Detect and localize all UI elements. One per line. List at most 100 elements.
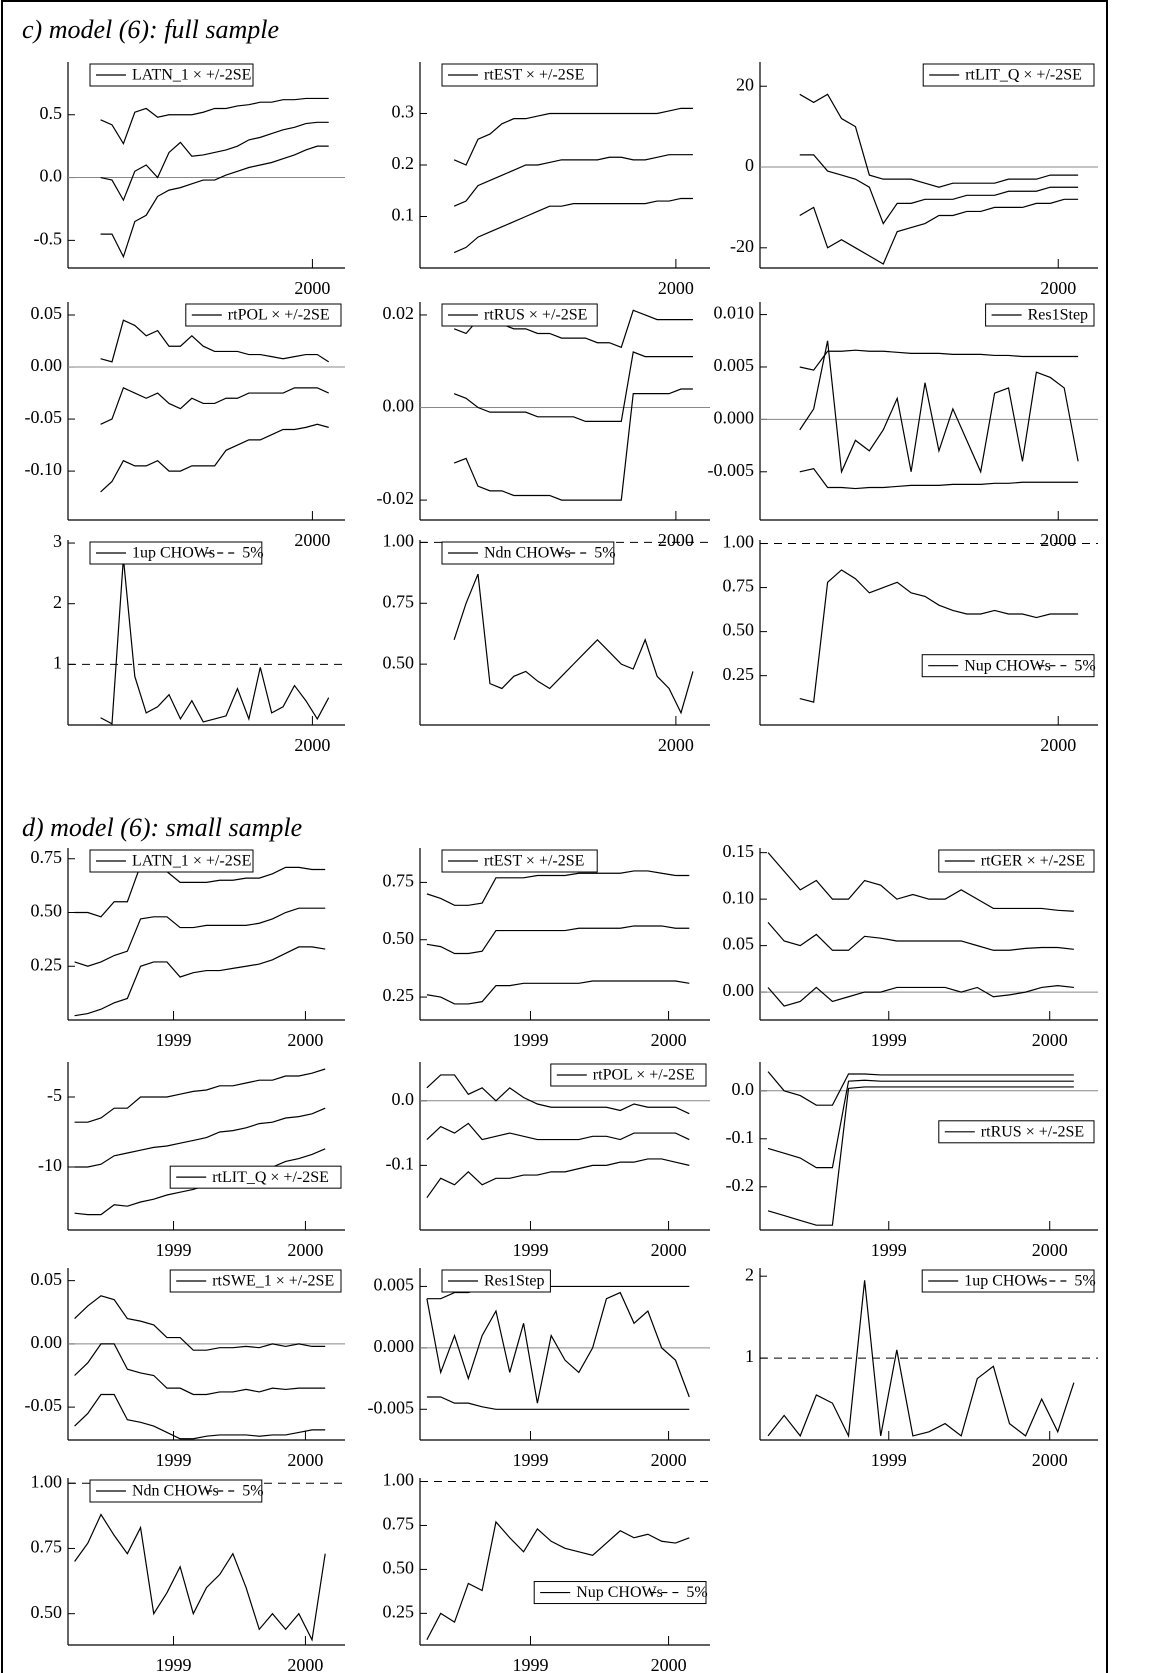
band-line xyxy=(767,1071,1074,1106)
legend-box xyxy=(441,63,598,87)
legend-box xyxy=(938,1120,1095,1144)
y-tick-label: 0.05 xyxy=(31,303,63,323)
y-tick-label: -0.1 xyxy=(386,1154,415,1174)
y-tick-label: 0.25 xyxy=(31,954,63,974)
band-line xyxy=(453,388,693,501)
x-tick-label: 2000 xyxy=(1040,278,1076,298)
legend-box xyxy=(169,1165,342,1189)
legend-label: rtRUS × +/-2SE xyxy=(981,1123,1084,1140)
legend-label: Ndn CHOWs xyxy=(132,1483,219,1500)
legend-label: rtSWE_1 × +/-2SE xyxy=(212,1273,334,1290)
y-tick-label: 0.75 xyxy=(31,1537,63,1557)
y-tick-label: 0.2 xyxy=(392,153,415,173)
x-tick-label: 2000 xyxy=(1032,1450,1068,1470)
x-tick-label: 2000 xyxy=(287,1030,323,1050)
legend-label: rtPOL × +/-2SE xyxy=(593,1067,695,1084)
x-tick-label: 2000 xyxy=(1040,735,1076,755)
series-line xyxy=(426,925,690,955)
y-tick-label: 0.00 xyxy=(723,980,755,1000)
x-tick-label: 1999 xyxy=(156,1450,192,1470)
series-line xyxy=(453,573,694,715)
band-line xyxy=(426,1074,690,1115)
y-tick-label: 0.0 xyxy=(392,1089,415,1109)
x-tick-label: 1999 xyxy=(512,1030,548,1050)
y-tick-label: -0.02 xyxy=(377,488,415,508)
x-tick-label: 2000 xyxy=(287,1450,323,1470)
y-tick-label: 0.75 xyxy=(383,871,415,891)
legend-box xyxy=(441,541,615,565)
band-line xyxy=(453,197,693,254)
band-line xyxy=(799,349,1079,371)
x-tick-label: 2000 xyxy=(651,1240,687,1260)
legend-box xyxy=(89,849,254,873)
series-line xyxy=(799,154,1079,225)
series-line xyxy=(426,1291,690,1404)
band-line xyxy=(74,946,326,1017)
y-tick-label: -0.005 xyxy=(708,460,755,480)
band-line xyxy=(100,97,329,146)
series-line xyxy=(74,907,326,967)
legend-label: 5% xyxy=(1074,657,1095,674)
x-tick-label: 2000 xyxy=(287,1240,323,1260)
y-tick-label: 1.00 xyxy=(723,532,755,552)
band-line xyxy=(100,145,329,259)
y-tick-label: 0.50 xyxy=(383,1558,415,1578)
legend-box xyxy=(938,849,1095,873)
legend-label: Res1Step xyxy=(484,1273,544,1290)
y-tick-label: 0.00 xyxy=(383,396,415,416)
series-line xyxy=(426,1122,690,1141)
band-line xyxy=(74,1068,326,1123)
y-tick-label: 0.00 xyxy=(31,1332,63,1352)
legend-label: rtEST × +/-2SE xyxy=(484,67,584,84)
legend-box xyxy=(89,541,263,565)
legend-box xyxy=(921,654,1095,678)
band-line xyxy=(767,984,1074,1007)
legend-label: 5% xyxy=(1074,1273,1095,1290)
x-tick-label: 1999 xyxy=(512,1655,548,1673)
y-tick-label: 0.50 xyxy=(723,620,755,640)
band-line xyxy=(426,1396,690,1410)
y-tick-label: -5 xyxy=(47,1085,62,1105)
legend-box xyxy=(533,1581,707,1605)
series-line xyxy=(100,121,329,202)
y-tick-label: 0 xyxy=(745,155,754,175)
legend-label: 1up CHOWs xyxy=(132,545,215,562)
x-tick-label: 2000 xyxy=(658,735,694,755)
y-tick-label: 0.05 xyxy=(723,934,755,954)
legend-box xyxy=(921,1269,1095,1293)
band-line xyxy=(74,1295,326,1351)
legend-label: Ndn CHOWs xyxy=(484,545,571,562)
series-line xyxy=(100,387,329,425)
y-tick-label: 0.0 xyxy=(40,166,63,186)
band-line xyxy=(100,423,329,493)
y-tick-label: -10 xyxy=(38,1155,62,1175)
legend-label: rtGER × +/-2SE xyxy=(981,853,1085,870)
x-tick-label: 2000 xyxy=(294,735,330,755)
legend-label: 5% xyxy=(242,1483,263,1500)
x-tick-label: 2000 xyxy=(1040,530,1076,550)
legend-label: Nup CHOWs xyxy=(576,1584,663,1601)
band-line xyxy=(799,198,1079,265)
x-tick-label: 1999 xyxy=(871,1450,907,1470)
x-tick-label: 2000 xyxy=(658,278,694,298)
band-line xyxy=(100,319,330,363)
legend-label: 1up CHOWs xyxy=(964,1273,1047,1290)
x-tick-label: 1999 xyxy=(871,1030,907,1050)
legend-label: LATN_1 × +/-2SE xyxy=(132,853,251,870)
series-line xyxy=(453,351,693,423)
legend-label: 5% xyxy=(242,545,263,562)
y-tick-label: 3 xyxy=(53,531,62,551)
y-tick-label: -0.005 xyxy=(368,1397,415,1417)
y-tick-label: 0.50 xyxy=(383,928,415,948)
x-tick-label: 2000 xyxy=(1032,1240,1068,1260)
legend-box xyxy=(89,63,254,87)
y-tick-label: 0.75 xyxy=(383,591,415,611)
legend-box xyxy=(185,303,342,327)
x-tick-label: 1999 xyxy=(871,1240,907,1260)
band-line xyxy=(799,467,1079,490)
series-line xyxy=(426,1520,690,1641)
y-tick-label: 0.05 xyxy=(31,1269,63,1289)
legend-box xyxy=(441,1269,551,1293)
y-tick-label: -0.1 xyxy=(726,1127,755,1147)
